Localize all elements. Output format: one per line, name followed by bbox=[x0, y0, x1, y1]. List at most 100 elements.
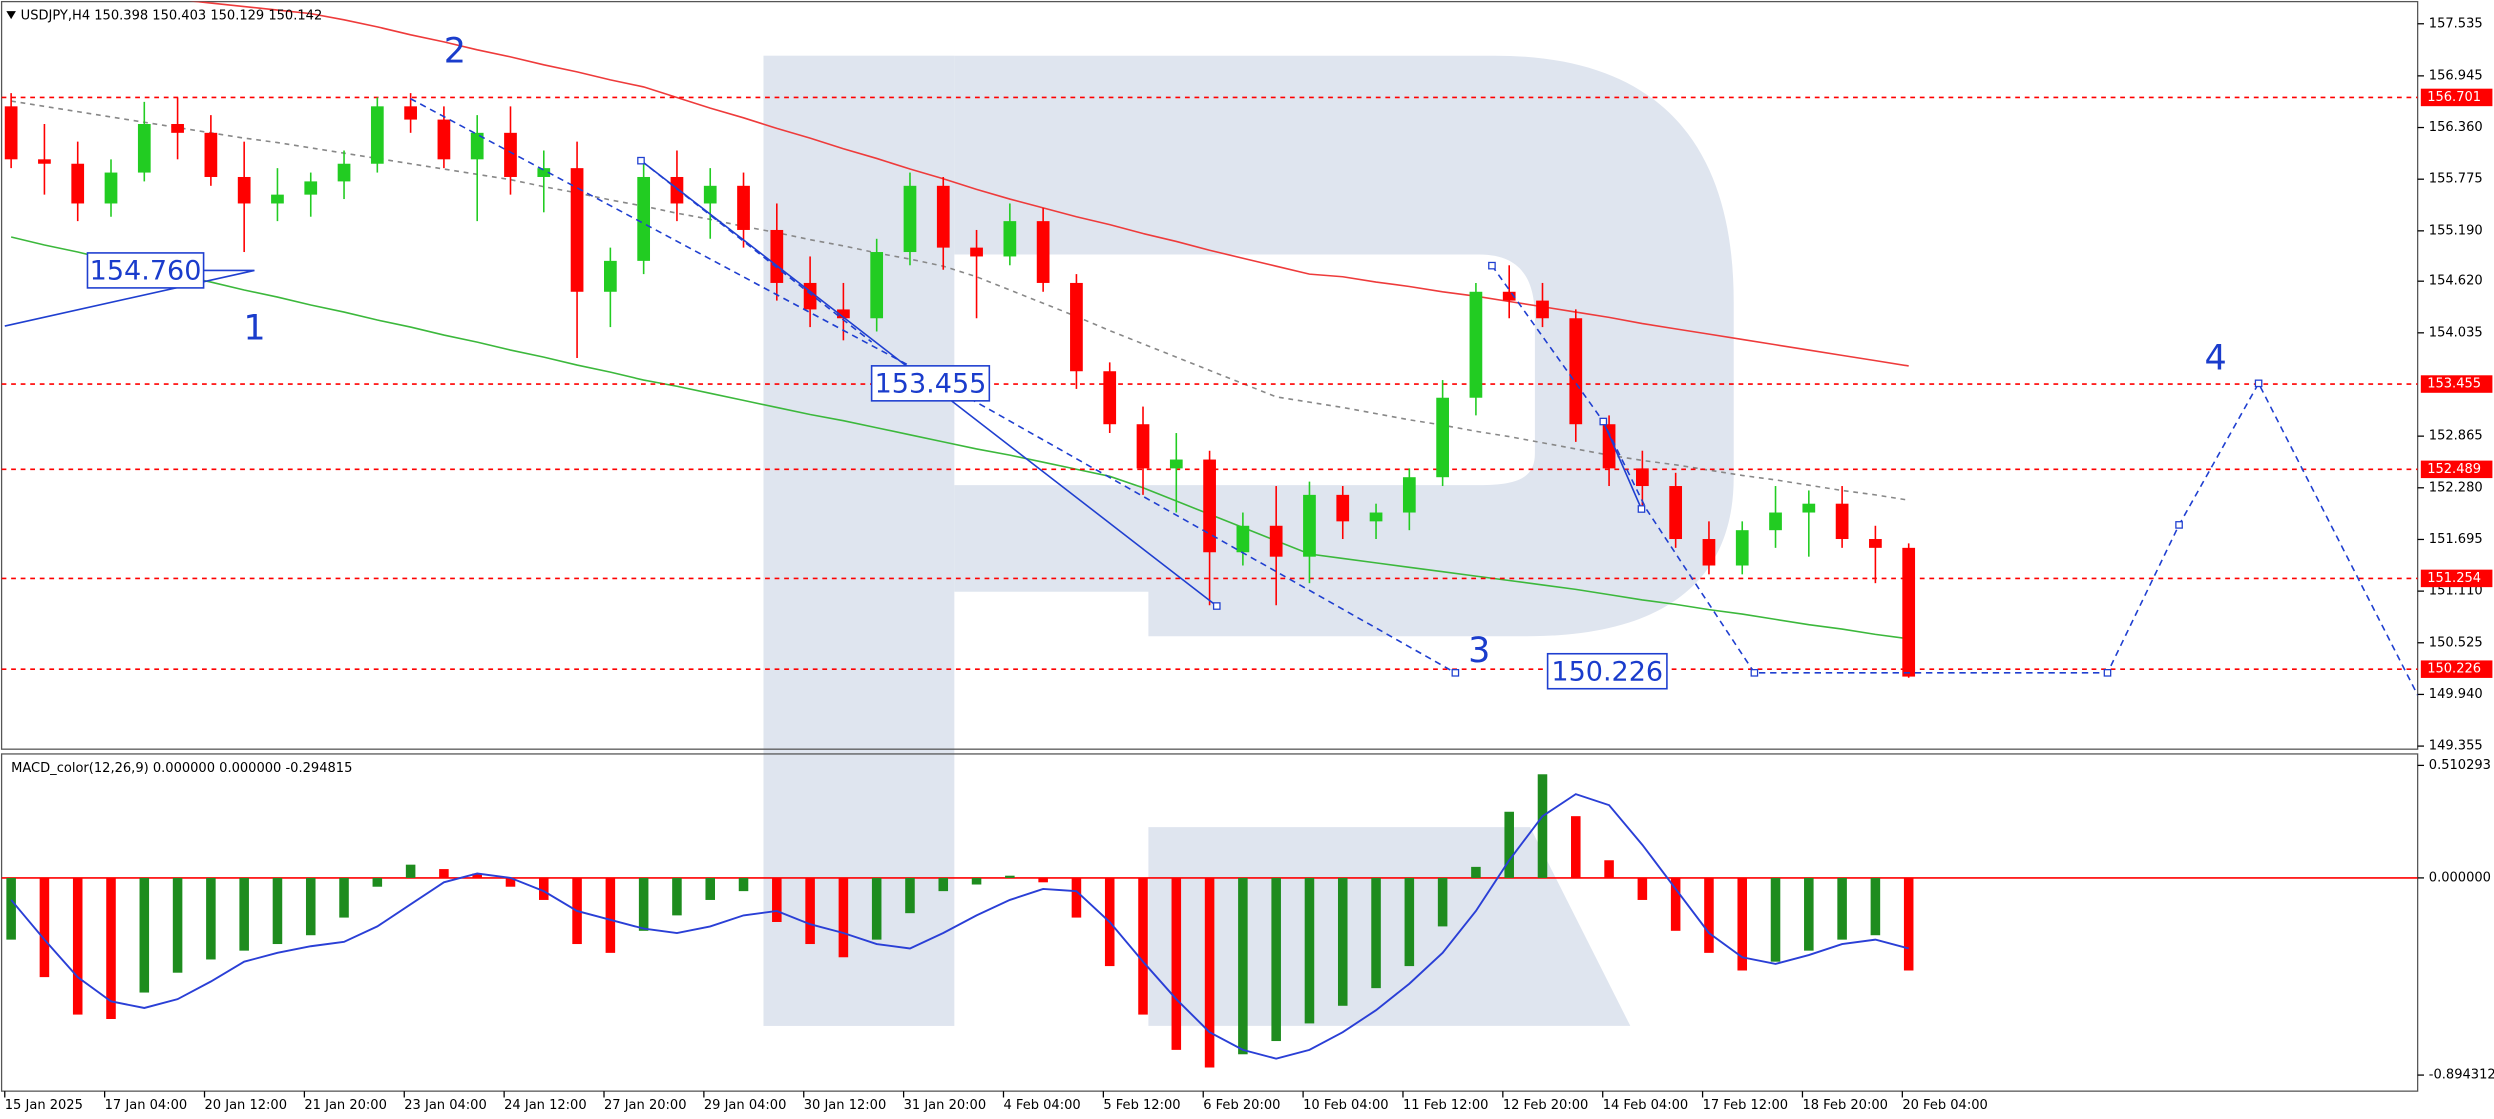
histogram-bar bbox=[1670, 877, 1681, 931]
level-label: 152.489 bbox=[2427, 462, 2481, 477]
histogram-bar bbox=[1071, 877, 1082, 918]
histogram-bar bbox=[1704, 877, 1714, 953]
candle-body bbox=[1070, 282, 1083, 372]
level-tag bbox=[2420, 460, 2493, 479]
histogram-bar bbox=[1804, 877, 1814, 951]
histogram-bar bbox=[1038, 877, 1048, 883]
candle-body bbox=[570, 168, 584, 292]
histogram-bar bbox=[905, 877, 915, 914]
y-tick-label: 151.695 bbox=[2429, 532, 2483, 547]
level-label: 153.455 bbox=[2427, 377, 2481, 392]
candle-body bbox=[770, 229, 784, 283]
trend-line bbox=[4, 269, 255, 327]
x-tick-label: 31 Jan 20:00 bbox=[904, 1098, 987, 1113]
candle-body bbox=[404, 106, 417, 120]
candle-body bbox=[936, 185, 950, 248]
candle-body bbox=[537, 168, 551, 177]
candle-body bbox=[1669, 486, 1683, 540]
candle-body bbox=[1269, 525, 1283, 557]
candle-body bbox=[1203, 459, 1216, 553]
level-label: 156.701 bbox=[2427, 90, 2481, 105]
histogram-bar bbox=[305, 877, 316, 936]
annotation-box bbox=[1546, 652, 1668, 690]
histogram-bar bbox=[772, 877, 782, 922]
main-panel bbox=[0, 0, 2419, 750]
histogram-bar bbox=[239, 877, 249, 951]
histogram-bar bbox=[439, 869, 449, 878]
y-tick-label: 155.775 bbox=[2429, 172, 2483, 187]
y-tick-label: 152.280 bbox=[2429, 480, 2483, 495]
histogram-bar bbox=[1204, 877, 1215, 1068]
histogram-bar bbox=[738, 877, 749, 892]
x-tick-label: 12 Feb 20:00 bbox=[1503, 1098, 1589, 1113]
annotation-label: 153.455 bbox=[875, 368, 987, 399]
candle-body bbox=[1769, 512, 1782, 531]
x-tick-label: 18 Feb 20:00 bbox=[1802, 1098, 1888, 1113]
histogram-bar bbox=[1903, 877, 1914, 971]
signal-line bbox=[10, 793, 1909, 1060]
histogram-bar bbox=[1371, 877, 1381, 989]
histogram-bar bbox=[705, 877, 716, 900]
histogram-bar bbox=[672, 877, 682, 916]
histogram-bar bbox=[1537, 774, 1548, 878]
candle-body bbox=[670, 176, 684, 204]
histogram-bar bbox=[139, 877, 150, 993]
candle-body bbox=[204, 132, 218, 177]
candle-body bbox=[1569, 318, 1583, 425]
candle-body bbox=[1602, 424, 1616, 469]
annotation-box bbox=[86, 252, 205, 289]
histogram-bar bbox=[1571, 816, 1581, 878]
y-tick-label: 152.865 bbox=[2429, 429, 2483, 444]
candle-body bbox=[370, 106, 384, 164]
histogram-bar bbox=[1437, 877, 1448, 927]
level-label: 150.226 bbox=[2427, 662, 2481, 677]
y-tick-label: 155.190 bbox=[2429, 223, 2483, 238]
histogram-bar bbox=[871, 877, 882, 940]
candle-body bbox=[437, 119, 451, 160]
wave-path bbox=[640, 160, 873, 343]
candle-body bbox=[1902, 547, 1916, 677]
candle-body bbox=[171, 123, 184, 133]
candle-body bbox=[304, 181, 318, 195]
candle-body bbox=[803, 282, 817, 310]
histogram-bar bbox=[206, 877, 216, 960]
y-tick-label: 0.000000 bbox=[2429, 870, 2491, 885]
candle-body bbox=[637, 176, 651, 261]
candle-body bbox=[137, 123, 151, 173]
candle-body bbox=[337, 163, 351, 182]
candle-body bbox=[1835, 503, 1849, 540]
x-tick-label: 6 Feb 20:00 bbox=[1203, 1098, 1280, 1113]
candle-body bbox=[71, 163, 85, 204]
candle-body bbox=[1869, 539, 1882, 548]
x-tick-label: 14 Feb 04:00 bbox=[1603, 1098, 1689, 1113]
histogram-bar bbox=[505, 877, 516, 887]
histogram-bar bbox=[1504, 811, 1514, 878]
x-tick-label: 17 Jan 04:00 bbox=[105, 1098, 188, 1113]
histogram-bar bbox=[1337, 877, 1348, 1006]
candle-body bbox=[4, 106, 18, 160]
x-tick-label: 21 Jan 20:00 bbox=[304, 1098, 387, 1113]
annotation-box bbox=[870, 365, 991, 402]
moving-average bbox=[10, 236, 1909, 640]
anchor-points bbox=[637, 156, 2263, 677]
x-tick-label: 5 Feb 12:00 bbox=[1103, 1098, 1180, 1113]
histogram-bar bbox=[638, 877, 649, 931]
y-tick-label: -0.894312 bbox=[2429, 1068, 2494, 1083]
candle-body bbox=[903, 185, 917, 253]
macd-title: MACD_color(12,26,9) 0.000000 0.000000 -0… bbox=[11, 761, 352, 776]
y-tick-label: 151.110 bbox=[2429, 584, 2483, 599]
candle-body bbox=[237, 176, 251, 204]
candle-body bbox=[737, 185, 750, 230]
x-tick-label: 11 Feb 12:00 bbox=[1403, 1098, 1489, 1113]
candle-body bbox=[1236, 525, 1250, 553]
candle-body bbox=[703, 185, 717, 204]
x-tick-label: 10 Feb 04:00 bbox=[1303, 1098, 1389, 1113]
y-tick-label: 154.035 bbox=[2429, 325, 2483, 340]
x-tick-label: 24 Jan 12:00 bbox=[504, 1098, 587, 1113]
histogram-bar bbox=[1171, 877, 1182, 1050]
macd-panel bbox=[0, 753, 2419, 1092]
histogram-bar bbox=[1404, 877, 1415, 967]
candle-body bbox=[1402, 477, 1416, 513]
histogram-bar bbox=[472, 873, 482, 878]
x-tick-label: 15 Jan 2025 bbox=[5, 1098, 83, 1113]
